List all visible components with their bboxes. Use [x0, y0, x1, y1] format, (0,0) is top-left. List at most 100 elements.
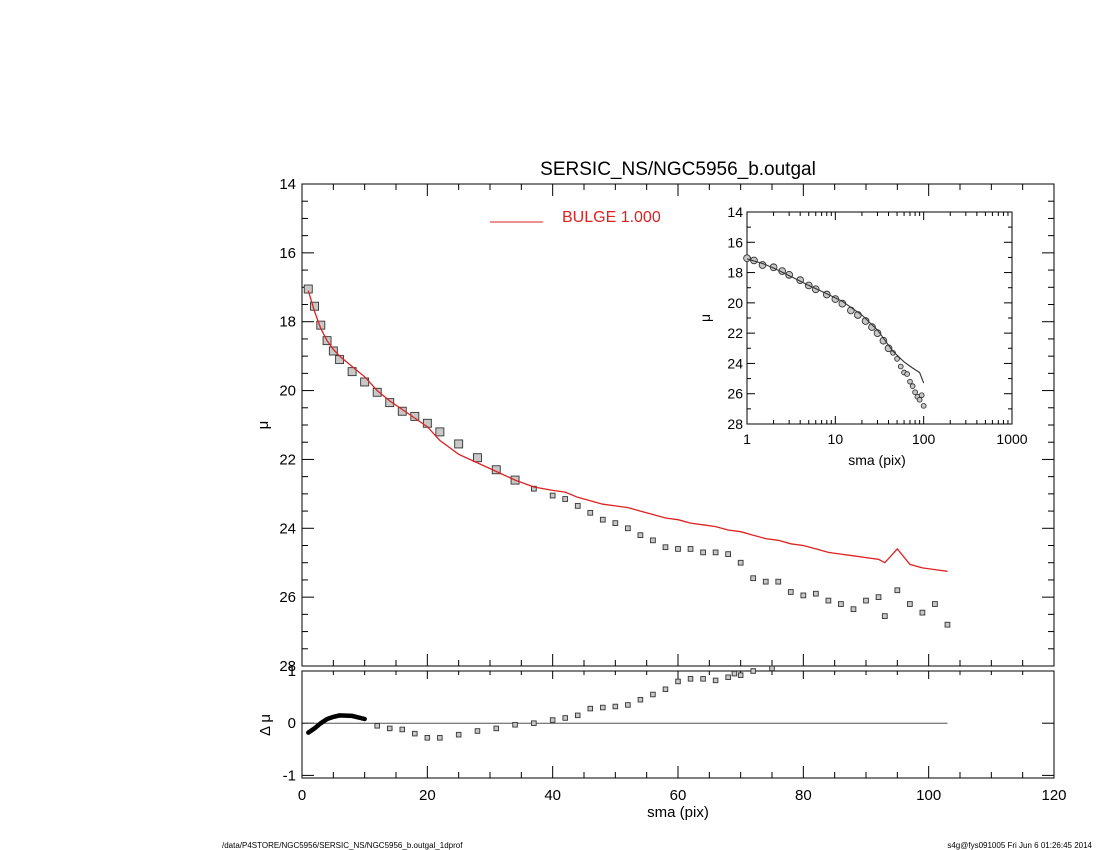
bulge-model-line — [307, 290, 948, 572]
inset-panel: 14 16 18 20 22 24 26 281 10 100 1000 μ sma (pix) — [697, 204, 1028, 468]
x-axis-label: sma (pix) — [647, 804, 709, 821]
inset-y-tick-label: 18 — [727, 265, 743, 281]
inset-plot-frame — [746, 211, 1013, 425]
x-tick-label: 100 — [916, 787, 941, 804]
main-y-tick-label: 24 — [279, 520, 296, 537]
residual-data-point — [687, 676, 694, 682]
residual-data-point — [455, 731, 462, 738]
chart-title: SERSIC_NS/NGC5956_b.outgal — [540, 159, 816, 180]
main-data-point — [435, 427, 445, 437]
main-data-point — [599, 516, 606, 523]
inset-data-point — [912, 389, 918, 396]
legend: BULGE 1.000 — [490, 209, 661, 226]
main-data-point — [612, 520, 619, 526]
main-data-point — [762, 578, 769, 585]
inset-data-point — [847, 306, 855, 315]
main-data-point — [775, 578, 782, 585]
inset-y-tick-label: 24 — [727, 355, 743, 371]
inset-y-tick-label: 22 — [727, 325, 743, 341]
main-data-point — [662, 544, 669, 551]
footer-file-path: /data/P4STORE/NGC5956/SERSIC_NS/NGC5956_… — [222, 841, 463, 850]
residual-data-point — [612, 703, 619, 710]
main-data-point — [650, 537, 656, 544]
main-data-point — [932, 601, 938, 607]
main-data-point — [800, 592, 807, 599]
main-data-point — [944, 621, 951, 628]
main-data-point — [725, 551, 731, 557]
residual-data-point — [600, 704, 606, 711]
inset-data-point — [920, 402, 927, 409]
residual-data-point — [737, 672, 744, 678]
main-data-point — [675, 546, 681, 552]
main-data-point — [574, 503, 581, 509]
residual-data-point — [675, 678, 681, 685]
inset-data-point — [897, 363, 904, 370]
inset-data-point — [909, 383, 916, 389]
inset-data-point — [868, 323, 876, 331]
residual-data-point — [662, 686, 669, 693]
residual-y-tick-label: -1 — [283, 767, 296, 784]
main-data-point — [838, 601, 844, 607]
residual-y-tick-label: 1 — [288, 663, 296, 680]
main-data-point — [385, 398, 395, 408]
inset-y-axis-label: μ — [697, 314, 713, 322]
main-data-point — [881, 613, 888, 619]
main-data-point — [454, 439, 464, 449]
main-data-point — [328, 346, 338, 356]
residual-data-point — [637, 696, 644, 703]
main-data-point — [625, 525, 631, 532]
residual-data-point — [412, 730, 418, 737]
main-data-point — [737, 559, 744, 566]
x-tick-label: 20 — [419, 787, 436, 804]
main-data-point — [687, 546, 694, 552]
main-data — [303, 284, 951, 628]
main-ticks: 14 16 18 20 22 24 26 28 — [279, 176, 1055, 675]
inset-data-point — [918, 392, 925, 399]
inset-y-tick-label: 26 — [727, 386, 743, 402]
main-data-point — [875, 594, 882, 600]
inset-data — [743, 254, 927, 409]
x-tick-label: 40 — [544, 787, 561, 804]
inset-data-point — [907, 378, 913, 385]
main-data-point — [863, 597, 869, 604]
residual-plot-frame — [301, 670, 1055, 779]
inset-data-point — [743, 254, 751, 263]
main-data-point — [787, 589, 794, 595]
main-data-point — [473, 453, 482, 463]
main-data-point — [372, 387, 382, 397]
inset-x-tick-label: 1 — [743, 431, 751, 447]
residual-y-tick-label: 0 — [288, 715, 296, 732]
inset-x-tick-label: 100 — [912, 431, 936, 447]
main-y-tick-label: 16 — [279, 245, 296, 262]
inset-data-point — [904, 371, 910, 377]
main-data-point — [850, 606, 857, 613]
inset-y-tick-label: 14 — [727, 204, 743, 220]
residual-data-point — [474, 728, 481, 734]
residual-data-point — [374, 723, 380, 729]
inset-y-tick-label: 28 — [727, 416, 743, 432]
residual-data-point — [725, 674, 731, 681]
main-data-point — [907, 601, 913, 607]
residual-data-point — [769, 665, 775, 672]
main-y-tick-label: 22 — [279, 451, 296, 468]
x-tick-label: 60 — [670, 787, 687, 804]
residual-data-point — [493, 725, 500, 732]
residual-data-point — [424, 735, 431, 741]
x-tick-label: 80 — [795, 787, 812, 804]
main-data-point — [303, 284, 313, 294]
residual-data-point — [574, 712, 581, 719]
residual-data-point — [731, 670, 738, 677]
inset-data-point — [916, 396, 923, 403]
residual-data-point — [549, 717, 556, 723]
main-data-point — [700, 549, 706, 556]
footer-timestamp: s4g@fys091005 Fri Jun 6 01:26:45 2014 — [947, 841, 1092, 850]
inset-x-tick-label: 10 — [828, 431, 844, 447]
main-data-point — [397, 406, 407, 416]
x-tick-label: 120 — [1041, 787, 1066, 804]
residual-data-point — [625, 702, 631, 708]
main-data-point — [562, 496, 569, 502]
main-y-tick-label: 18 — [279, 314, 296, 331]
residual-data-point — [650, 691, 656, 698]
